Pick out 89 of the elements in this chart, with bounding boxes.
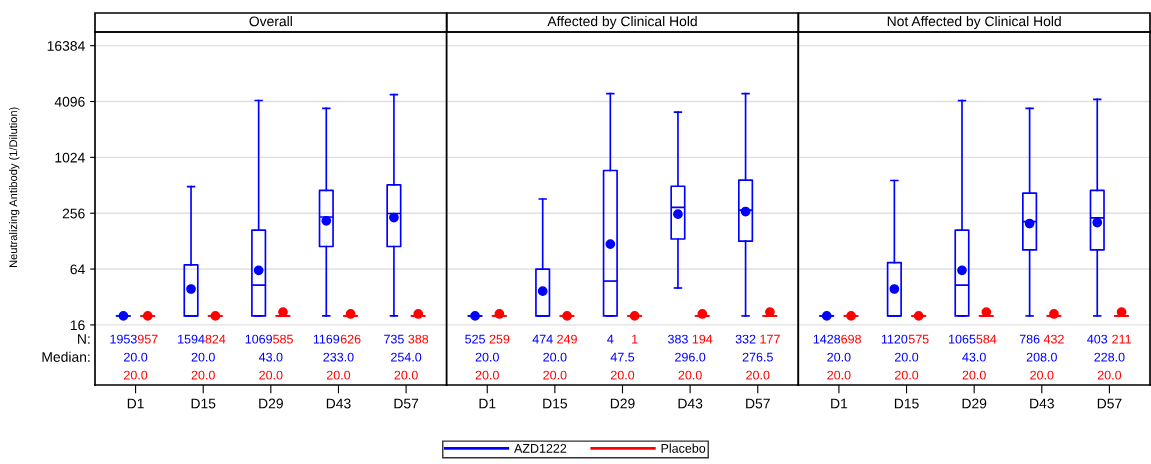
legend-label: AZD1222 [514, 443, 567, 453]
y-tick-label: 4096 [54, 96, 85, 107]
y-tick-label: 16 [70, 320, 85, 331]
text: 249 [557, 334, 577, 344]
x-tick-label: D29 [259, 398, 283, 409]
text: 824 [205, 334, 226, 344]
text: 20.0 [543, 352, 567, 362]
text: 383 [668, 334, 688, 344]
text: 20.0 [610, 370, 635, 380]
x-tick-label: D1 [479, 398, 496, 409]
text: 1065 [949, 334, 976, 344]
text: 20.0 [326, 370, 351, 380]
text: 43.0 [258, 352, 283, 362]
y-axis-title: Neutralizing Antibody (1/Dilution) [9, 107, 20, 267]
y-tick-label: 1024 [55, 152, 85, 163]
x-tick-label: D15 [543, 398, 568, 409]
x-tick-label: D29 [962, 398, 987, 409]
x-tick-label: D1 [127, 398, 144, 409]
text: 1953 [110, 334, 137, 344]
text: 20.0 [475, 352, 499, 362]
text: 208.0 [1026, 352, 1057, 362]
text: 20.0 [191, 370, 215, 380]
text: 735 [384, 334, 404, 344]
text: 1594 [178, 334, 205, 344]
chart-title: Overall [249, 16, 292, 27]
text: 525 [465, 334, 485, 344]
x-tick-label: D57 [394, 398, 419, 409]
y-tick-label: 64 [70, 264, 85, 275]
text: 388 [408, 334, 429, 344]
text: 20.0 [962, 370, 986, 380]
x-tick-label: D43 [326, 398, 351, 409]
text: 585 [273, 334, 293, 344]
text: 20.0 [895, 370, 919, 380]
text: Median: [42, 351, 90, 362]
x-tick-label: D57 [1097, 398, 1122, 409]
text: 20.0 [191, 352, 215, 362]
text: 177 [760, 334, 780, 344]
y-tick-label: 256 [62, 208, 85, 219]
text: 233.0 [323, 352, 354, 362]
legend-label: Placebo [661, 443, 706, 453]
text: 4 [607, 334, 614, 344]
text: 332 [735, 334, 756, 344]
text: 432 [1043, 334, 1064, 344]
text: 786 [1019, 334, 1040, 344]
text: 20.0 [259, 370, 283, 380]
x-tick-label: D15 [894, 398, 919, 409]
text: 296.0 [675, 352, 706, 362]
x-tick-label: D29 [610, 398, 635, 409]
text: 20.0 [746, 370, 770, 380]
x-tick-label: D57 [746, 398, 770, 409]
text: 20.0 [543, 370, 567, 380]
y-tick-label: 16384 [47, 41, 85, 51]
chart-title: Not Affected by Clinical Hold [887, 16, 1061, 29]
text: 957 [137, 334, 158, 344]
text: 20.0 [678, 370, 702, 380]
text: 20.0 [475, 370, 499, 380]
text: 20.0 [827, 370, 851, 380]
x-tick-label: D43 [1030, 398, 1054, 409]
text: 1 [632, 334, 638, 344]
text: 20.0 [827, 352, 851, 362]
text: 584 [976, 334, 997, 344]
text: 228.0 [1094, 352, 1125, 362]
text: N: [78, 334, 90, 344]
text: 254.0 [391, 352, 422, 362]
text: 575 [908, 334, 929, 344]
text: 276.5 [742, 352, 773, 362]
chart-title: Affected by Clinical Hold [547, 16, 697, 29]
x-tick-label: D1 [831, 398, 848, 409]
text: 1120 [881, 334, 908, 344]
text: 47.5 [610, 352, 635, 362]
text: 20.0 [1097, 370, 1122, 380]
text: 1428 [813, 334, 841, 344]
text: 43.0 [962, 352, 986, 362]
text: 1069 [245, 334, 272, 344]
text: 20.0 [124, 370, 148, 380]
x-tick-label: D15 [191, 398, 216, 409]
text: 20.0 [124, 352, 148, 362]
text: 403 [1087, 334, 1108, 344]
text: 20.0 [895, 352, 919, 362]
x-tick-label: D43 [678, 398, 703, 409]
text: 626 [340, 334, 361, 344]
text: 20.0 [394, 370, 418, 380]
text: 20.0 [1030, 370, 1054, 380]
text: 194 [692, 334, 713, 344]
text: 474 [532, 334, 553, 344]
text: 698 [841, 334, 861, 344]
text: 1169 [313, 334, 340, 344]
text: 211 [1112, 334, 1131, 344]
text: 259 [489, 334, 510, 344]
